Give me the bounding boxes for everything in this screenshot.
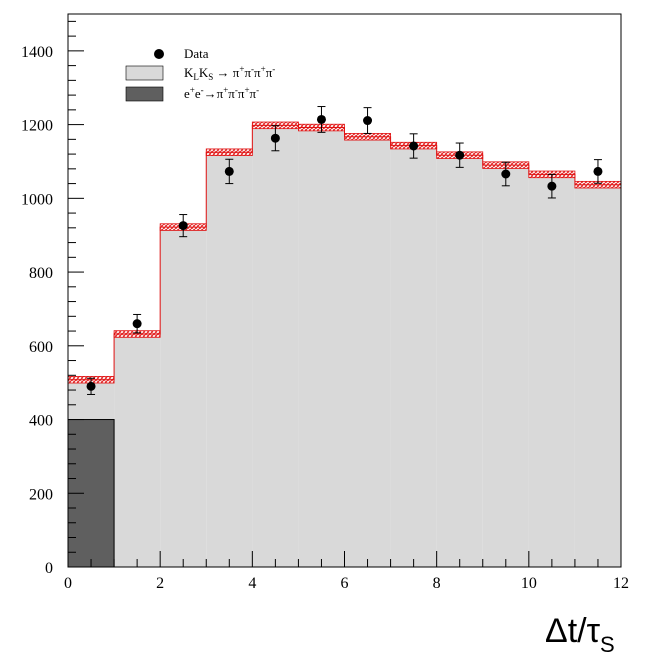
mc-histogram [68,125,621,568]
mc-bar [160,227,207,567]
y-tick-label: 0 [45,560,53,577]
x-tick-label: 12 [613,575,629,592]
x-tick-label: 10 [521,575,537,592]
data-point [316,114,326,124]
data-point [270,133,280,143]
data-point [501,169,511,179]
mc-outline [67,124,622,567]
data-point [224,166,234,176]
legend-background-swatch [125,86,164,102]
legend: Data KLKS → π+π-π+π- e+e-→π+π-π+π- [125,46,275,102]
y-tick-label: 600 [29,339,53,356]
x-axis-label: Δt/τS [545,612,615,657]
y-tick-label: 1200 [21,118,53,135]
mc-bar [482,165,529,568]
data-point [86,381,96,391]
data-points [86,106,603,395]
data-point [178,221,188,231]
mc-bar [298,127,345,568]
mc-bar [114,334,161,567]
data-point [363,116,373,126]
data-point [132,319,142,329]
mc-bar [528,174,575,567]
x-tick-label: 4 [248,575,256,592]
x-tick-label: 6 [341,575,349,592]
y-tick-label: 1000 [21,191,53,208]
axis-ticks: 0 2 4 6 8 10 12 0 200 400 600 800 1000 1200 1400 [21,20,629,592]
data-point [547,181,557,191]
mc-bar [436,155,483,567]
y-tick-label: 800 [29,265,53,282]
data-point [409,141,419,151]
mc-bar [574,184,621,567]
mc-bar [344,136,391,568]
y-tick-label: 200 [29,486,53,503]
x-tick-label: 2 [156,575,164,592]
legend-signal-swatch [125,65,164,81]
y-tick-label: 400 [29,413,53,430]
x-tick-label: 0 [64,575,72,592]
legend-signal-label: KLKS → π+π-π+π- [184,64,275,82]
legend-data-label: Data [184,46,209,61]
legend-data-marker [154,49,164,59]
mc-bar [390,145,437,567]
data-point [455,150,465,160]
data-point [593,166,603,176]
mc-bar [206,152,253,567]
x-tick-label: 8 [433,575,441,592]
y-tick-label: 1400 [21,44,53,61]
mc-bar [252,125,299,567]
legend-background-label: e+e-→π+π-π+π- [184,85,259,101]
